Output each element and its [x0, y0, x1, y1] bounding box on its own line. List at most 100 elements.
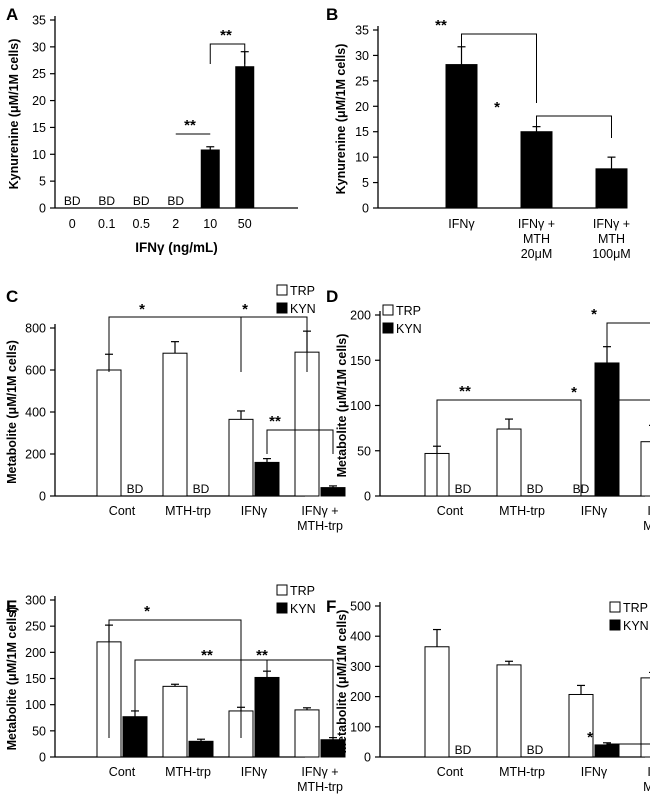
- panel-a-category-label: 0: [69, 217, 76, 231]
- panel-c-significance-label: **: [269, 413, 281, 430]
- panel-c-bar-trp: [228, 418, 254, 497]
- panel-c-bar-trp: [96, 369, 122, 497]
- panel-f-category-label: MTH-trp: [643, 780, 650, 794]
- panel-a-ytick-label: 10: [32, 148, 46, 162]
- panel-b-category-label: MTH: [598, 232, 625, 246]
- panel-c-category-label: IFNγ +: [301, 504, 338, 518]
- panel-b-category-label: 20μM: [521, 247, 553, 261]
- panel-c-legend-label-trp: TRP: [290, 284, 315, 298]
- panel-f-ytick-label: 500: [350, 600, 371, 614]
- panel-d-bar-trp: [640, 441, 650, 497]
- panel-a-category-label: 50: [238, 217, 252, 231]
- panel-f-ytick-label: 100: [350, 720, 371, 734]
- panel-e-legend-label-trp: TRP: [290, 584, 315, 598]
- panel-b-category-label: IFNγ +: [593, 217, 630, 231]
- panel-c-significance-label: *: [139, 301, 145, 318]
- panel-f-legend-label-kyn: KYN: [623, 619, 649, 633]
- panel-d-category-label: MTH-trp: [643, 519, 650, 533]
- panel-e-significance-line: [108, 619, 242, 738]
- panel-d-letter: D: [326, 287, 338, 306]
- panel-c-category-label: Cont: [109, 504, 136, 518]
- panel-e-category-label: IFNγ: [241, 765, 268, 779]
- panel-b-ytick-label: 10: [355, 151, 369, 165]
- panel-a-ytick-label: 20: [32, 94, 46, 108]
- panel-e-category-label: Cont: [109, 765, 136, 779]
- panel-f-bd-label: BD: [455, 743, 472, 757]
- panel-c-significance-label: *: [242, 301, 248, 318]
- panel-f-category-label: IFNγ: [581, 765, 608, 779]
- panel-a-category-label: 2: [172, 217, 179, 231]
- panel-c-bd-label: BD: [127, 482, 144, 496]
- panel-b-bar: [520, 131, 553, 209]
- panel-e-y-label: Metabolite (μM/1M cells): [5, 607, 19, 751]
- panel-c-legend-swatch-kyn: [276, 302, 288, 314]
- panel-c-ytick-label: 200: [25, 448, 46, 462]
- panel-e-letter: E: [6, 597, 17, 616]
- panel-d-legend-label-trp: TRP: [396, 304, 421, 318]
- panel-e-legend-swatch-kyn: [276, 602, 288, 614]
- panel-a-bd-label: BD: [133, 194, 150, 208]
- panel-d-category-label: Cont: [437, 504, 464, 518]
- panel-c-bar-trp: [294, 351, 320, 497]
- panel-f-y-label: Metabolite (μM/1M cells): [335, 610, 349, 754]
- panel-f-bar-trp: [640, 677, 650, 758]
- panel-b-category-label: IFNγ +: [518, 217, 555, 231]
- panel-a-ytick-label: 15: [32, 121, 46, 135]
- panel-e-ytick-label: 300: [25, 594, 46, 608]
- panel-d-category-label: MTH-trp: [499, 504, 545, 518]
- panel-d-ytick-label: 150: [350, 354, 371, 368]
- panel-d-significance-line: [606, 322, 650, 410]
- panel-a-y-label: Kynurenine (μM/1M cells): [7, 39, 21, 190]
- panel-c-ytick-label: 800: [25, 322, 46, 336]
- panel-b-letter: B: [326, 5, 338, 24]
- panel-f-category-label: IFNγ +: [647, 765, 650, 779]
- panel-a-significance-line: [209, 43, 246, 64]
- panel-e-ytick-label: 250: [25, 620, 46, 634]
- panel-a-significance-label: **: [184, 117, 196, 134]
- panel-b-bar: [595, 168, 628, 209]
- panel-f-significance-label: *: [587, 729, 593, 746]
- panel-e-category-label: IFNγ +: [301, 765, 338, 779]
- panel-f-bar-trp: [424, 646, 450, 758]
- panel-d-significance-line: [436, 399, 582, 496]
- panel-f-category-label: Cont: [437, 765, 464, 779]
- panel-c-significance-line: [266, 429, 334, 454]
- panel-f-bar-trp: [496, 664, 522, 758]
- panel-c-bar-kyn: [320, 487, 346, 497]
- panel-f-ytick-label: 400: [350, 630, 371, 644]
- panel-e-ytick-label: 50: [32, 724, 46, 738]
- panel-e-category-label: MTH-trp: [165, 765, 211, 779]
- panel-e-significance-label: **: [256, 647, 268, 664]
- panel-a-ytick-label: 30: [32, 40, 46, 54]
- panel-d-significance-label: *: [591, 306, 597, 323]
- panel-d-legend-swatch-trp: [382, 304, 394, 316]
- panel-d-ytick-label: 200: [350, 309, 371, 323]
- panel-b-y-label: Kynurenine (μM/1M cells): [334, 44, 348, 195]
- panel-a-category-label: 0.5: [133, 217, 150, 231]
- panel-d-significance-label: **: [459, 383, 471, 400]
- panel-b-significance-line: [461, 33, 537, 103]
- panel-b-ytick-label: 20: [355, 100, 369, 114]
- panel-c-category-label: IFNγ: [241, 504, 268, 518]
- panel-d-ytick-label: 100: [350, 399, 371, 413]
- panel-f-legend-swatch-trp: [609, 601, 621, 613]
- panel-b-category-label: IFNγ: [448, 217, 475, 231]
- panel-a-bd-label: BD: [167, 194, 184, 208]
- panel-d-bar-trp: [496, 428, 522, 497]
- panel-f-legend-swatch-kyn: [609, 619, 621, 631]
- panel-c-ytick-label: 0: [39, 490, 46, 504]
- panel-c-ytick-label: 400: [25, 406, 46, 420]
- panel-d-legend-swatch-kyn: [382, 322, 394, 334]
- panel-a-category-label: 0.1: [98, 217, 115, 231]
- panel-d-significance-label: *: [571, 384, 577, 401]
- panel-d-ytick-label: 0: [364, 490, 371, 504]
- panel-e-ytick-label: 0: [39, 751, 46, 765]
- panel-a-ytick-label: 5: [39, 175, 46, 189]
- panel-d-category-label: IFNγ: [581, 504, 608, 518]
- panel-b-significance-label: *: [494, 99, 500, 116]
- panel-b-ytick-label: 35: [355, 24, 369, 38]
- panel-d-significance-line: [606, 399, 650, 426]
- panel-a-bar: [235, 66, 255, 209]
- panel-c-legend-label-kyn: KYN: [290, 302, 316, 316]
- panel-c-ytick-label: 600: [25, 364, 46, 378]
